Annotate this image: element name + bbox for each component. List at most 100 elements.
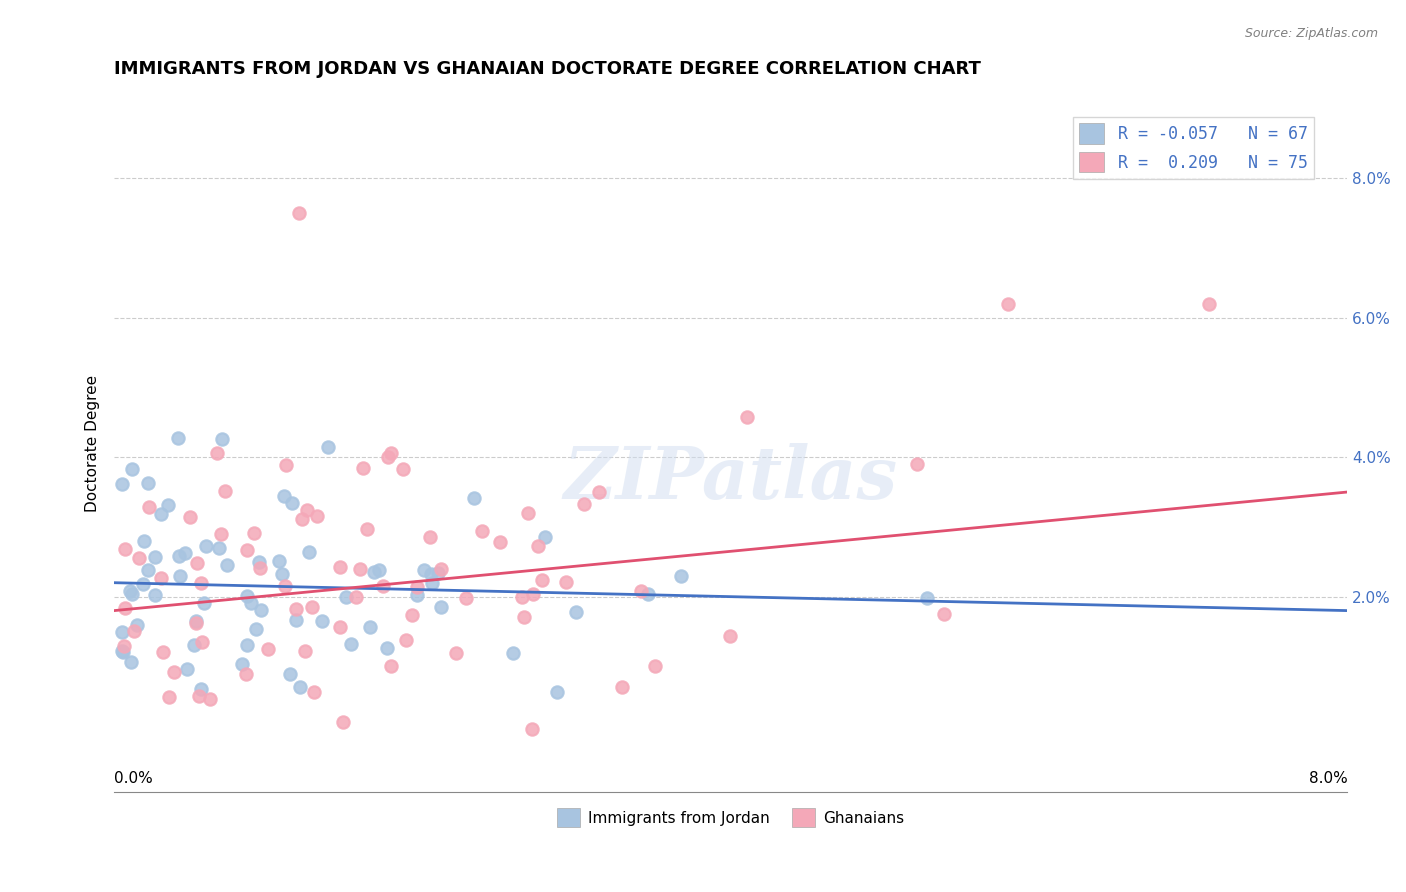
Point [121, 461, 143, 475]
Point [131, 576, 153, 591]
Point [188, 689, 211, 703]
Point [311, 615, 333, 629]
Point [176, 662, 198, 676]
Point [527, 539, 550, 553]
Point [444, 646, 467, 660]
Point [356, 522, 378, 536]
Point [644, 659, 666, 673]
Point [671, 569, 693, 583]
Point [122, 624, 145, 638]
Point [429, 562, 451, 576]
Point [572, 497, 595, 511]
Point [1198, 296, 1220, 310]
Point [114, 541, 136, 556]
Point [273, 489, 295, 503]
Point [285, 602, 308, 616]
Point [274, 458, 297, 473]
Point [211, 432, 233, 446]
Point [932, 607, 955, 621]
Point [522, 586, 544, 600]
Point [588, 484, 610, 499]
Text: ZIPatlas: ZIPatlas [564, 442, 898, 514]
Point [193, 596, 215, 610]
Point [285, 613, 308, 627]
Point [297, 544, 319, 558]
Point [167, 549, 190, 563]
Point [288, 680, 311, 694]
Point [138, 475, 160, 490]
Point [405, 588, 427, 602]
Point [195, 539, 218, 553]
Point [463, 491, 485, 505]
Point [546, 685, 568, 699]
Point [340, 637, 363, 651]
Point [236, 638, 259, 652]
Point [637, 586, 659, 600]
Point [245, 622, 267, 636]
Point [510, 590, 533, 604]
Point [208, 541, 231, 555]
Point [111, 625, 134, 640]
Point [174, 546, 197, 560]
Point [301, 599, 323, 614]
Point [163, 665, 186, 679]
Point [520, 722, 543, 736]
Point [114, 600, 136, 615]
Text: Source: ZipAtlas.com: Source: ZipAtlas.com [1244, 27, 1378, 40]
Point [167, 431, 190, 445]
Point [363, 565, 385, 579]
Point [184, 615, 207, 630]
Point [329, 559, 352, 574]
Point [735, 410, 758, 425]
Point [419, 530, 441, 544]
Point [121, 587, 143, 601]
Point [316, 440, 339, 454]
Point [352, 461, 374, 475]
Point [377, 450, 399, 464]
Point [720, 630, 742, 644]
Point [281, 496, 304, 510]
Point [118, 584, 141, 599]
Point [271, 567, 294, 582]
Text: 0.0%: 0.0% [114, 771, 153, 786]
Point [257, 642, 280, 657]
Point [565, 605, 588, 619]
Point [112, 645, 135, 659]
Y-axis label: Doctorate Degree: Doctorate Degree [86, 375, 100, 512]
Point [136, 563, 159, 577]
Point [120, 655, 142, 669]
Point [143, 588, 166, 602]
Point [150, 507, 173, 521]
Point [138, 500, 160, 514]
Point [371, 579, 394, 593]
Point [294, 644, 316, 658]
Point [235, 543, 257, 558]
Point [454, 591, 477, 605]
Point [395, 633, 418, 648]
Point [413, 563, 436, 577]
Point [242, 526, 264, 541]
Point [125, 618, 148, 632]
Point [295, 503, 318, 517]
Point [471, 524, 494, 538]
Point [156, 499, 179, 513]
Point [288, 206, 311, 220]
Point [274, 579, 297, 593]
Point [406, 580, 429, 594]
Text: 8.0%: 8.0% [1309, 771, 1347, 786]
Point [190, 681, 212, 696]
Point [231, 657, 253, 672]
Point [111, 644, 134, 658]
Point [502, 646, 524, 660]
Point [367, 564, 389, 578]
Point [419, 567, 441, 582]
Point [278, 666, 301, 681]
Point [332, 715, 354, 730]
Point [209, 527, 232, 541]
Text: IMMIGRANTS FROM JORDAN VS GHANAIAN DOCTORATE DEGREE CORRELATION CHART: IMMIGRANTS FROM JORDAN VS GHANAIAN DOCTO… [114, 60, 981, 78]
Point [329, 619, 352, 633]
Point [152, 645, 174, 659]
Point [247, 555, 270, 569]
Point [198, 692, 221, 706]
Point [150, 571, 173, 585]
